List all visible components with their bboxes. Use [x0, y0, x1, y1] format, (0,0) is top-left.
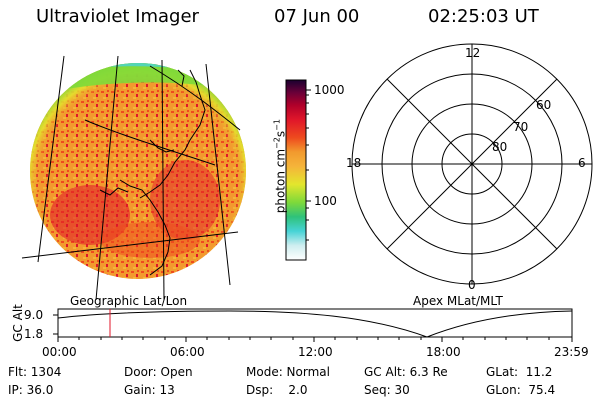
altitude-xtick: 06:00 [170, 345, 205, 359]
mlt-label-0: 0 [468, 278, 476, 292]
info-mode: Mode: Normal [246, 365, 330, 379]
polar-plot [351, 43, 593, 285]
unit-s: s [273, 130, 288, 138]
mlt-label-18: 18 [346, 156, 362, 170]
colorbar [285, 79, 307, 261]
mlt-label-12: 12 [465, 46, 481, 60]
altitude-xtick: 18:00 [426, 345, 461, 359]
colorbar-unit-label: photon cm−2s−1 [262, 119, 288, 221]
mlt-label-6: 6 [578, 156, 586, 170]
colorbar-tick-label: 1000 [314, 83, 345, 97]
geographic-label: Geographic Lat/Lon [70, 294, 188, 308]
info-gc-alt: GC Alt: 6.3 Re [364, 365, 448, 379]
mlat-label-60: 60 [536, 98, 552, 112]
info-flight: Flt: 1304 [8, 365, 62, 379]
colorbar-tick-label: 100 [314, 194, 337, 208]
info-seq: Seq: 30 [364, 383, 410, 397]
altitude-xtick: 12:00 [298, 345, 333, 359]
info-door: Door: Open [124, 365, 193, 379]
colorbar-ticks [306, 89, 311, 241]
unit-exp-1: −2 [272, 137, 282, 149]
instrument-title: Ultraviolet Imager [36, 6, 199, 27]
observation-date: 07 Jun 00 [274, 6, 360, 27]
altitude-plot [53, 308, 573, 342]
altitude-ylabel: GC Alt [11, 304, 25, 342]
observation-time: 02:25:03 UT [428, 6, 539, 27]
altitude-xtick: 23:59 [554, 345, 589, 359]
altitude-curve [57, 310, 573, 338]
coastlines [99, 69, 206, 276]
altitude-xtick: 00:00 [42, 345, 77, 359]
info-ip: IP: 36.0 [8, 383, 54, 397]
info-glon: GLon: 75.4 [486, 383, 556, 397]
info-gain: Gain: 13 [124, 383, 175, 397]
mlat-label-70: 70 [513, 120, 529, 134]
geographic-grid [21, 55, 241, 301]
info-glat: GLat: 11.2 [486, 365, 553, 379]
unit-exp-2: −1 [272, 119, 282, 131]
altitude-ytick: 9.0 [24, 308, 44, 322]
unit-photon: photon cm [273, 148, 288, 214]
apex-label: Apex MLat/MLT [413, 294, 503, 308]
uv-earth-image [30, 63, 246, 279]
altitude-ytick: 1.8 [24, 327, 44, 341]
mlat-label-80: 80 [492, 140, 508, 154]
info-dsp: Dsp: 2.0 [246, 383, 308, 397]
